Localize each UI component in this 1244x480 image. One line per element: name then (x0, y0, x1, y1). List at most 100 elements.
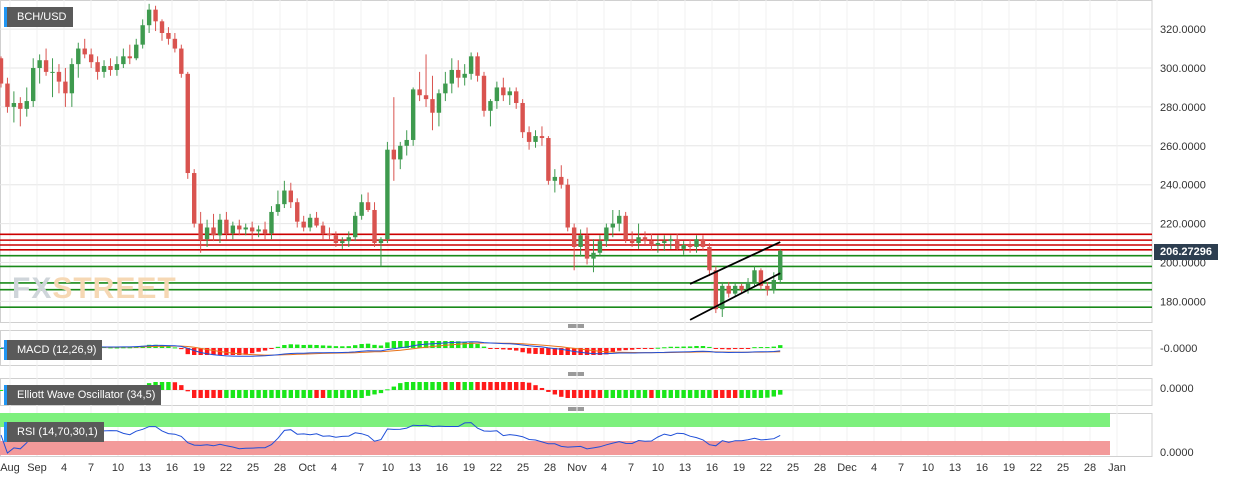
candle-body (134, 44, 139, 59)
macd-label: MACD (12,26,9) (4, 340, 103, 360)
ewo-histogram-bar (520, 382, 525, 390)
macd-histogram-bar (159, 345, 165, 348)
ewo-histogram-bar (571, 390, 577, 398)
time-tick-label: 13 (949, 462, 961, 474)
candle-body (43, 60, 49, 72)
candle-body (95, 62, 100, 72)
ewo-histogram-bar (675, 390, 680, 398)
time-tick-label: 16 (706, 462, 718, 474)
ewo-histogram-bar (166, 382, 171, 390)
candle-body (121, 56, 126, 65)
macd-histogram-bar (249, 348, 255, 354)
macd-histogram-bar (765, 347, 770, 349)
candle-body (320, 225, 326, 234)
pane-resize-handle (568, 372, 584, 376)
time-tick-label: 22 (1030, 462, 1042, 474)
ewo-histogram-bar (494, 382, 500, 390)
ewo-histogram-bar (468, 382, 474, 390)
ewo-histogram-bar (353, 390, 358, 398)
time-tick-label: Oct (298, 462, 315, 474)
time-tick-label: 19 (1003, 462, 1015, 474)
macd-histogram-bar (662, 347, 667, 349)
rsi-overbought-zone (0, 413, 1110, 427)
macd-line (0, 341, 781, 357)
macd-histogram-bar (185, 348, 190, 355)
candle-body (597, 241, 603, 253)
price-tick-label: 260.0000 (1160, 141, 1206, 153)
time-tick-label: 25 (787, 462, 799, 474)
macd-histogram-bar (398, 341, 403, 348)
ewo-histogram-bar (552, 390, 558, 395)
rsi-tick-label: 0.0000 (1160, 447, 1194, 459)
ewo-histogram-bar (237, 390, 242, 398)
candle-body (333, 235, 339, 244)
macd-histogram-bar (739, 348, 744, 349)
macd-histogram-bar (501, 348, 506, 350)
ewo-histogram-bar (391, 386, 397, 390)
macd-histogram-bar (675, 346, 680, 348)
candle-body (778, 250, 783, 281)
ewo-histogram-bar (249, 390, 255, 398)
candle-body (243, 227, 248, 230)
macd-histogram-bar (778, 345, 783, 348)
time-tick-label: 7 (628, 462, 634, 474)
macd-histogram-bar (649, 348, 654, 349)
candle-body (269, 211, 274, 234)
macd-histogram-bar (192, 348, 197, 355)
macd-histogram-bar (372, 344, 377, 348)
candle-body (18, 103, 23, 109)
ewo-histogram-bar (720, 390, 725, 398)
candle-body (430, 99, 435, 113)
time-tick-label: 13 (409, 462, 421, 474)
ewo-tick-label: 0.0000 (1160, 383, 1194, 395)
candle-body (410, 89, 416, 140)
macd-histogram-bar (694, 345, 699, 348)
macd-histogram-bar (771, 346, 776, 348)
macd-histogram-bar (282, 345, 287, 348)
macd-histogram-bar (204, 348, 210, 355)
macd-histogram-bar (410, 341, 416, 348)
macd-histogram-bar (333, 346, 339, 348)
macd-histogram-bar (539, 348, 545, 355)
ewo-histogram-bar (385, 389, 390, 391)
trend-channel-lower (689, 272, 781, 321)
macd-histogram-bar (256, 348, 261, 352)
ewo-histogram-bar (732, 390, 738, 398)
ewo-histogram-bar (456, 382, 461, 390)
candle-body (526, 132, 532, 142)
time-tick-label: 4 (331, 462, 337, 474)
candle-body (378, 239, 384, 244)
candle-body (552, 176, 558, 181)
macd-histogram-bar (591, 348, 596, 355)
macd-histogram-bar (462, 342, 467, 348)
ewo-histogram-bar (365, 390, 371, 396)
time-tick-label: 25 (247, 462, 259, 474)
ewo-histogram-bar (346, 390, 351, 398)
candle-body (720, 285, 725, 310)
candle-body (217, 219, 223, 236)
time-tick-label: 28 (1084, 462, 1096, 474)
ewo-histogram-bar (333, 390, 339, 398)
candle-body (539, 136, 545, 139)
candle-body (584, 235, 590, 259)
macd-histogram-bar (514, 348, 519, 351)
macd-histogram-bar (262, 348, 268, 351)
trend-channel-upper (689, 241, 781, 285)
ewo-histogram-bar (417, 382, 422, 390)
ewo-histogram-bar (694, 390, 699, 398)
macd-histogram-bar (552, 348, 558, 355)
candle-body (275, 204, 281, 212)
candle-body (372, 209, 377, 244)
time-tick-label: 7 (898, 462, 904, 474)
macd-histogram-bar (230, 348, 236, 355)
candle-body (140, 25, 145, 45)
macd-histogram-bar (707, 346, 712, 348)
candle-body (726, 285, 731, 294)
macd-histogram-bar (327, 345, 332, 348)
candle-body (301, 221, 306, 228)
ewo-histogram-bar (198, 390, 203, 398)
price-tick-label: 180.0000 (1160, 296, 1206, 308)
pane-resize-handle (568, 407, 584, 411)
ewo-histogram-bar (700, 390, 706, 398)
